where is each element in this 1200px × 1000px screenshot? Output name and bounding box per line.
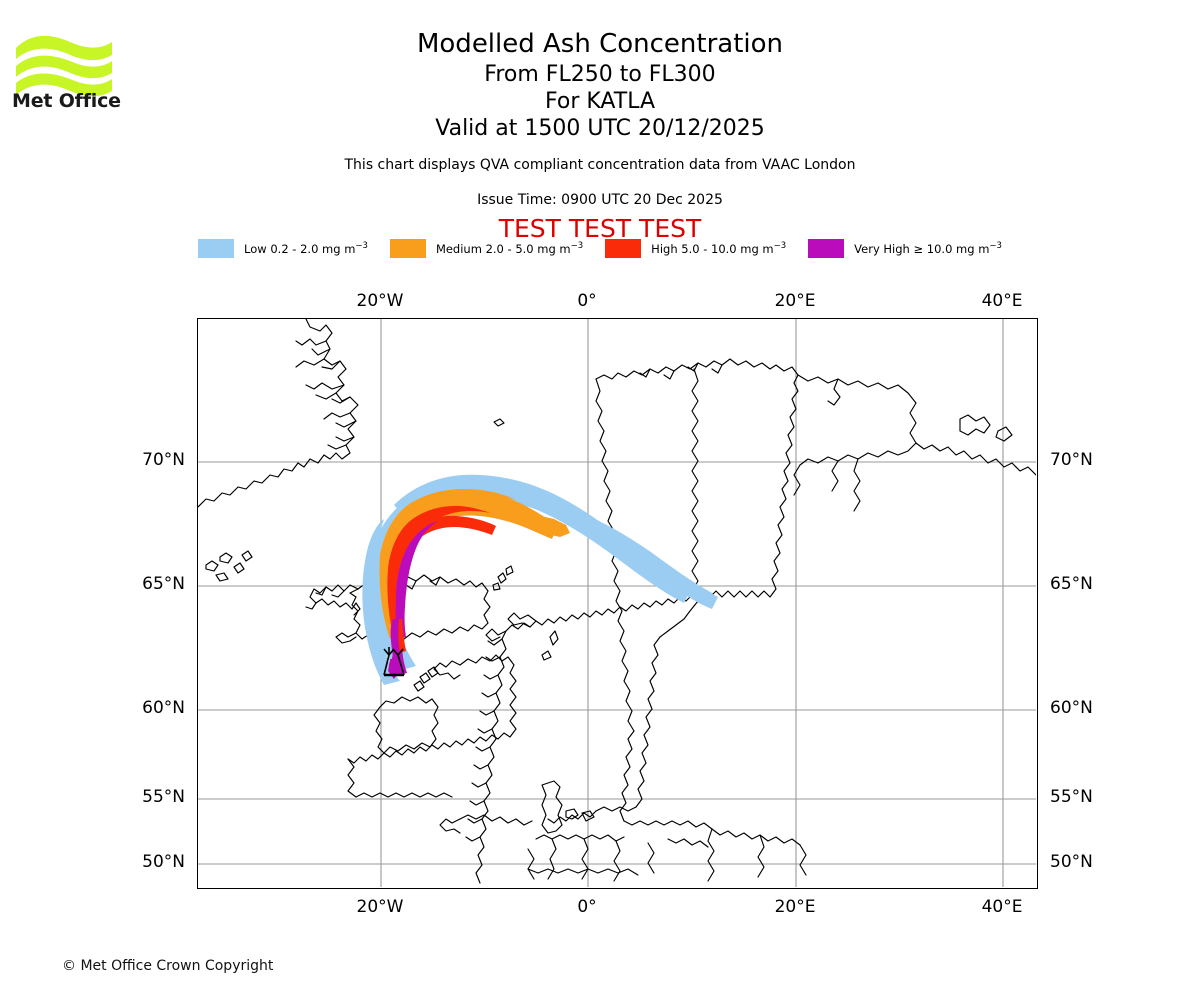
lon-tick-bottom-2: 20°E	[774, 897, 816, 917]
legend-item-very-high: Very High ≥ 10.0 mg m−3	[808, 239, 1002, 258]
issue-time: Issue Time: 0900 UTC 20 Dec 2025	[477, 192, 723, 208]
lat-tick-right-0: 70°N	[1050, 450, 1093, 470]
lon-tick-bottom-0: 20°W	[356, 897, 404, 917]
lat-tick-right-1: 65°N	[1050, 574, 1093, 594]
legend-label: Very High ≥ 10.0 mg m−3	[854, 241, 1002, 256]
ash-concentration-map	[197, 318, 1038, 889]
lon-tick-top-1: 0°	[577, 291, 597, 311]
lon-tick-top-2: 20°E	[774, 291, 816, 311]
legend-swatch	[389, 239, 426, 258]
legend-label: Medium 2.0 - 5.0 mg m−3	[435, 241, 584, 256]
copyright-footer: © Met Office Crown Copyright	[62, 958, 274, 974]
legend-label: Low 0.2 - 2.0 mg m−3	[244, 241, 368, 256]
lat-tick-left-3: 55°N	[142, 787, 185, 807]
legend-swatch	[808, 239, 845, 258]
concentration-legend: Low 0.2 - 2.0 mg m−3 Medium 2.0 - 5.0 mg …	[0, 239, 1200, 258]
legend-item-high: High 5.0 - 10.0 mg m−3	[605, 239, 786, 258]
lat-tick-left-0: 70°N	[142, 450, 185, 470]
legend-swatch	[605, 239, 642, 258]
lon-tick-top-3: 40°E	[981, 291, 1023, 311]
test-banner: TEST TEST TEST	[498, 214, 702, 243]
lat-tick-right-3: 55°N	[1050, 787, 1093, 807]
legend-item-medium: Medium 2.0 - 5.0 mg m−3	[389, 239, 584, 258]
lon-tick-bottom-1: 0°	[577, 897, 597, 917]
lon-tick-top-0: 20°W	[356, 291, 404, 311]
flight-level-subtitle: From FL250 to FL300	[484, 62, 716, 87]
lat-tick-right-2: 60°N	[1050, 698, 1093, 718]
lat-tick-right-4: 50°N	[1050, 852, 1093, 872]
volcano-subtitle: For KATLA	[545, 89, 655, 114]
met-office-logo-text: Met Office	[12, 90, 121, 112]
page-title: Modelled Ash Concentration	[416, 29, 784, 59]
legend-swatch	[198, 239, 235, 258]
met-office-logo	[12, 28, 132, 118]
lat-tick-left-2: 60°N	[142, 698, 185, 718]
lat-tick-left-1: 65°N	[142, 574, 185, 594]
qva-note: This chart displays QVA compliant concen…	[344, 157, 856, 173]
lon-tick-bottom-3: 40°E	[981, 897, 1023, 917]
legend-label: High 5.0 - 10.0 mg m−3	[651, 241, 787, 256]
legend-item-low: Low 0.2 - 2.0 mg m−3	[198, 239, 368, 258]
lat-tick-left-4: 50°N	[142, 852, 185, 872]
valid-time-subtitle: Valid at 1500 UTC 20/12/2025	[435, 116, 765, 141]
